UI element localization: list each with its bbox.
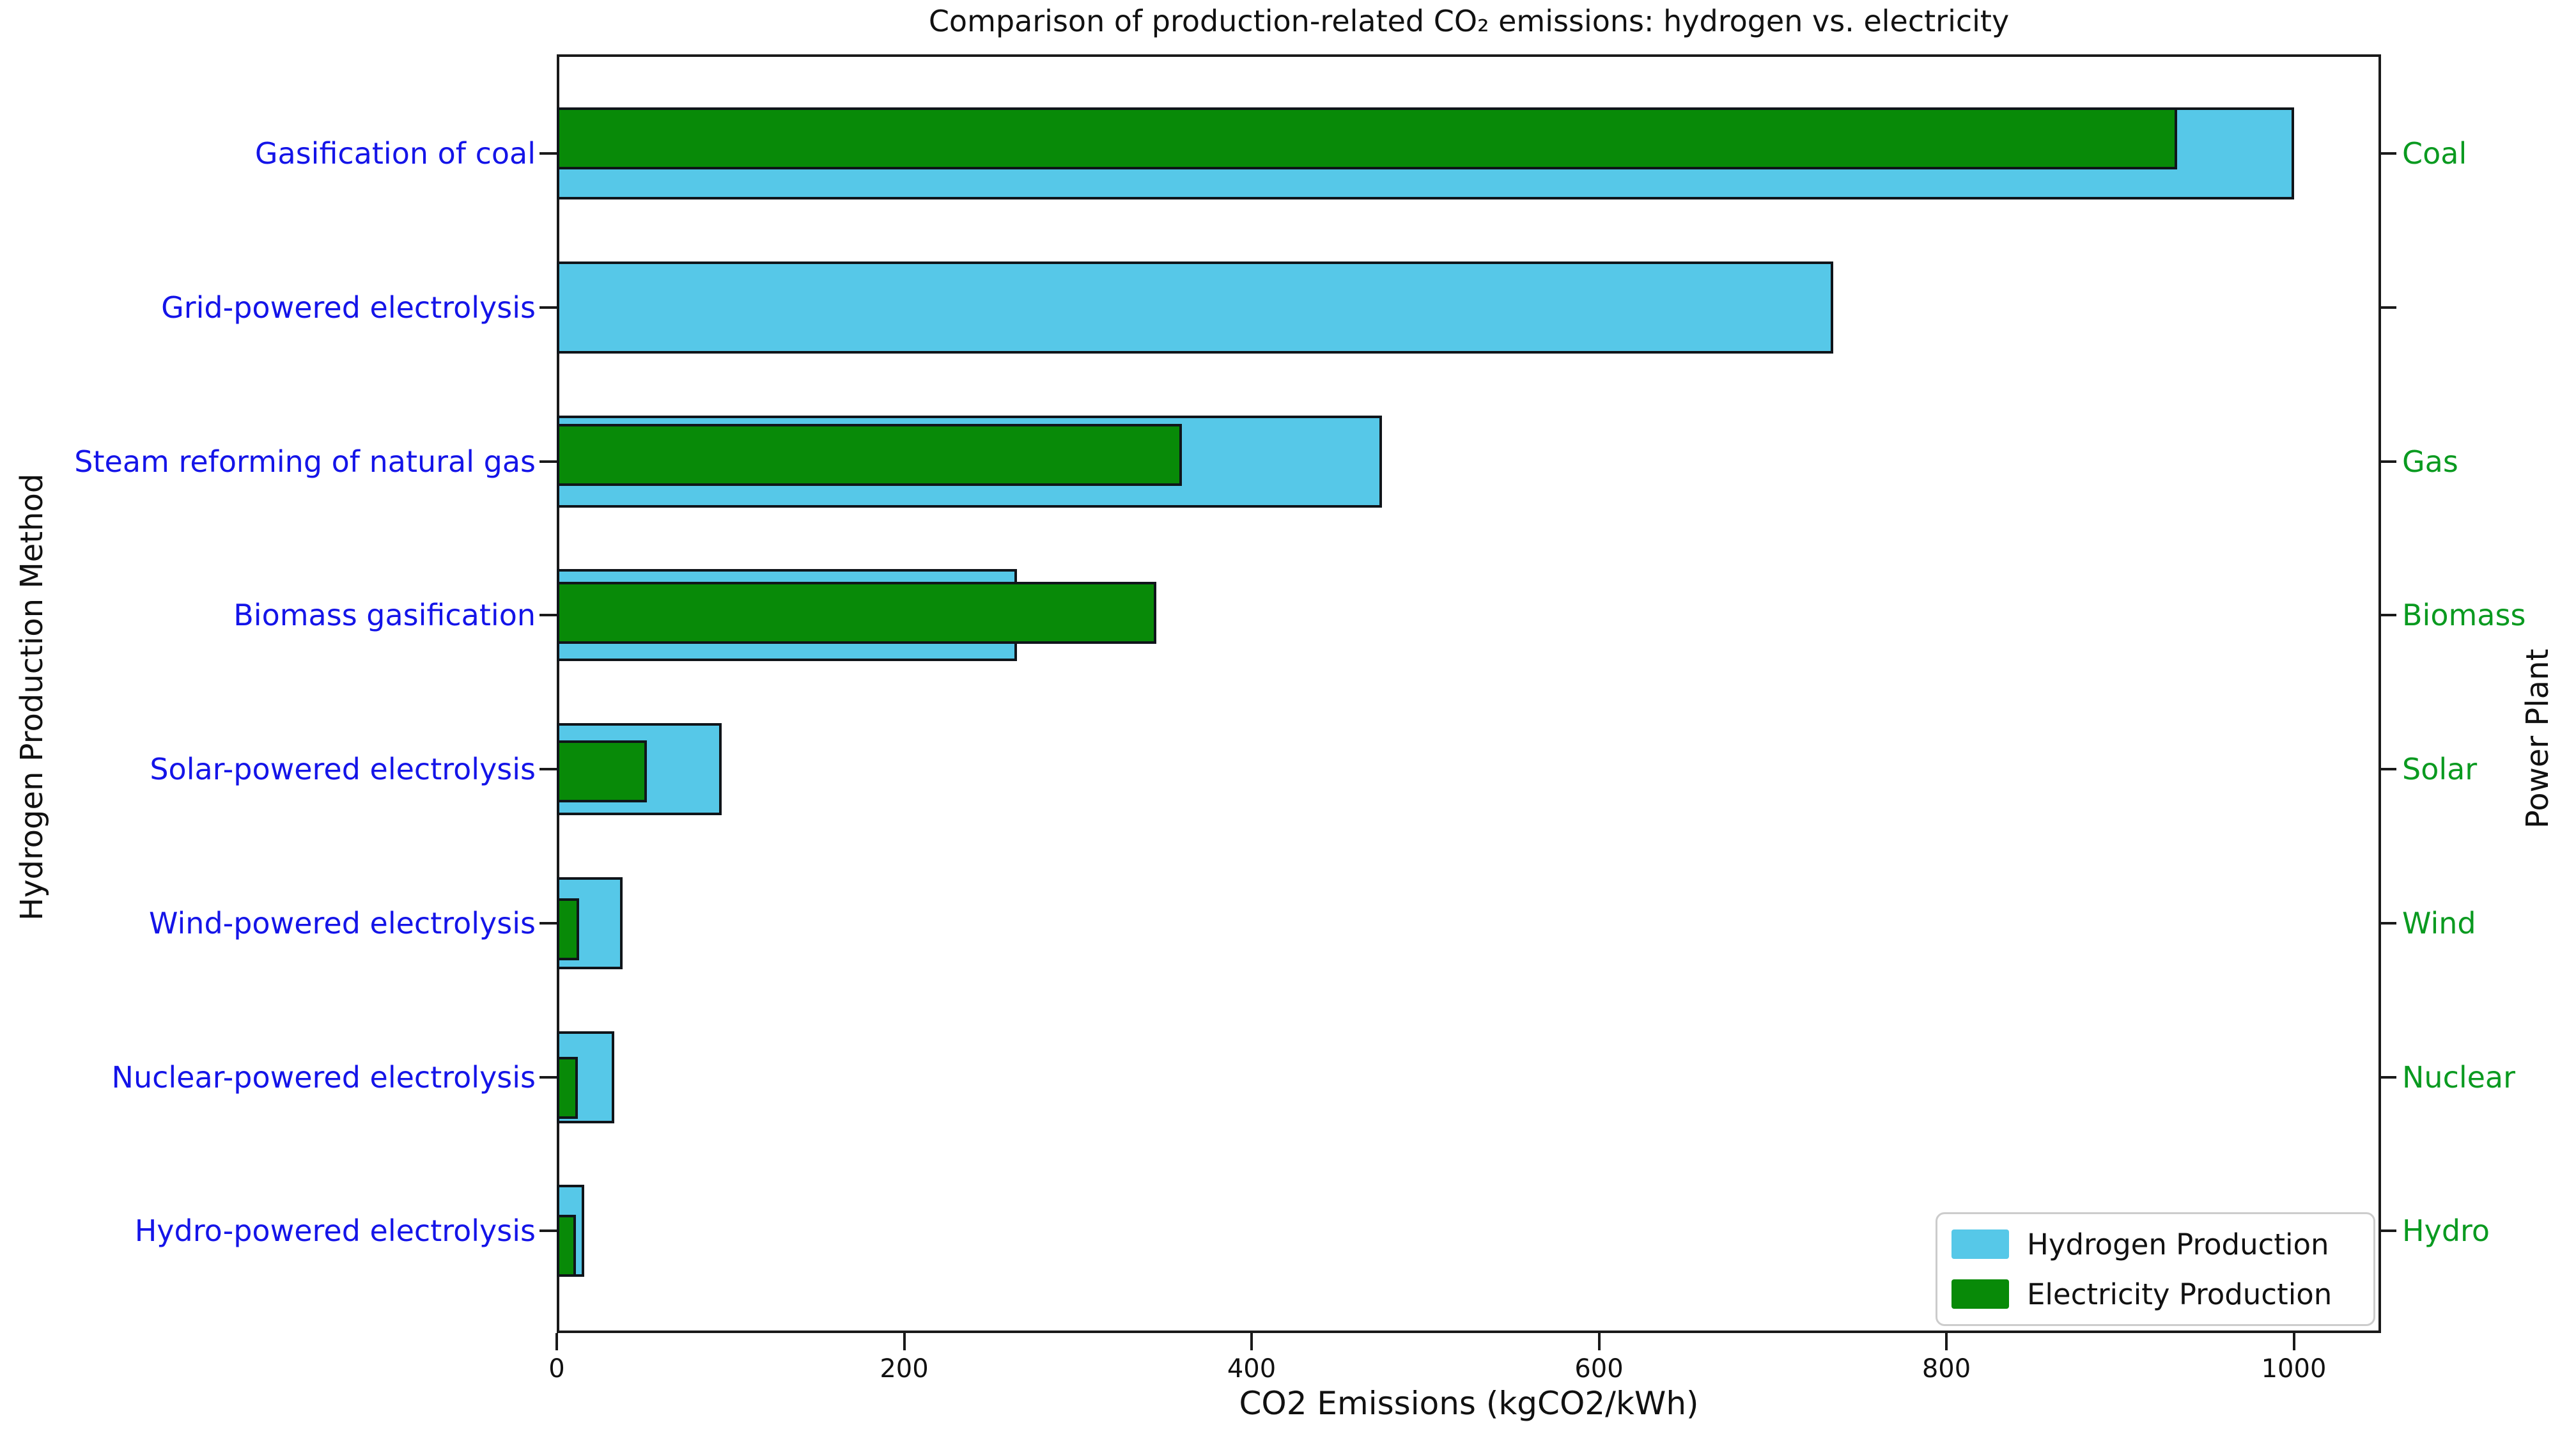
right-tick (2379, 152, 2396, 155)
x-tick (903, 1333, 906, 1350)
method-tick-label: Wind-powered electrolysis (149, 905, 536, 940)
method-tick-label: Nuclear-powered electrolysis (111, 1059, 536, 1095)
y-axis-label-left: Hydrogen Production Method (14, 473, 50, 921)
electricity-bar (557, 740, 647, 802)
left-tick (539, 1075, 557, 1079)
method-tick-label: Grid-powered electrolysis (161, 290, 536, 325)
hydrogen-bar (557, 261, 1833, 354)
plant-tick-label: Wind (2402, 905, 2476, 940)
x-tick-label: 1000 (2261, 1354, 2327, 1384)
right-tick (2379, 768, 2396, 770)
method-tick-label: Hydro-powered electrolysis (134, 1214, 536, 1249)
electricity-bar (557, 107, 2177, 169)
legend-label: Electricity Production (2027, 1277, 2332, 1311)
legend-label: Hydrogen Production (2027, 1227, 2329, 1261)
x-tick-label: 200 (880, 1354, 929, 1384)
plant-tick-label: Gas (2402, 444, 2458, 479)
x-tick (1597, 1333, 1601, 1350)
electricity-bar (557, 582, 1156, 644)
left-tick (539, 460, 557, 463)
legend-item: Hydrogen Production (1951, 1224, 2359, 1265)
x-tick-label: 800 (1921, 1354, 1971, 1384)
x-tick-label: 0 (548, 1354, 565, 1384)
left-tick (539, 306, 557, 309)
plant-tick-label: Biomass (2402, 598, 2526, 633)
x-tick (2292, 1333, 2295, 1350)
legend-item: Electricity Production (1951, 1274, 2359, 1315)
plant-tick-label: Coal (2402, 136, 2467, 171)
x-axis-label: CO2 Emissions (kgCO2/kWh) (1239, 1385, 1699, 1422)
plant-tick-label: Nuclear (2402, 1059, 2516, 1095)
left-tick (539, 1229, 557, 1233)
electricity-bar (557, 898, 579, 961)
legend-swatch-icon (1951, 1229, 2009, 1259)
right-tick (2379, 460, 2396, 463)
right-tick (2379, 614, 2396, 617)
electricity-bar (557, 423, 1182, 486)
right-tick (2379, 1075, 2396, 1079)
right-tick (2379, 921, 2396, 925)
x-tick-label: 600 (1574, 1354, 1624, 1384)
right-tick (2379, 306, 2396, 309)
x-tick (555, 1333, 558, 1350)
method-tick-label: Steam reforming of natural gas (74, 444, 536, 479)
hydrogen-bar (557, 1031, 614, 1123)
left-tick (539, 921, 557, 925)
electricity-bar (557, 1056, 578, 1119)
electricity-bar (557, 1215, 576, 1277)
plant-tick-label: Hydro (2402, 1214, 2490, 1249)
x-tick (1250, 1333, 1253, 1350)
legend: Hydrogen Production Electricity Productio… (1936, 1212, 2375, 1326)
method-tick-label: Biomass gasification (233, 598, 536, 633)
plot-area (557, 54, 2381, 1333)
method-tick-label: Gasification of coal (254, 136, 536, 171)
chart-title: Comparison of production-related CO₂ emi… (928, 4, 2010, 38)
plant-tick-label: Solar (2402, 752, 2478, 786)
left-tick (539, 768, 557, 770)
right-tick (2379, 1229, 2396, 1233)
left-tick (539, 152, 557, 155)
legend-swatch-icon (1951, 1279, 2009, 1309)
x-tick (1945, 1333, 1948, 1350)
method-tick-label: Solar-powered electrolysis (150, 752, 536, 786)
x-tick-label: 400 (1227, 1354, 1276, 1384)
left-tick (539, 614, 557, 617)
